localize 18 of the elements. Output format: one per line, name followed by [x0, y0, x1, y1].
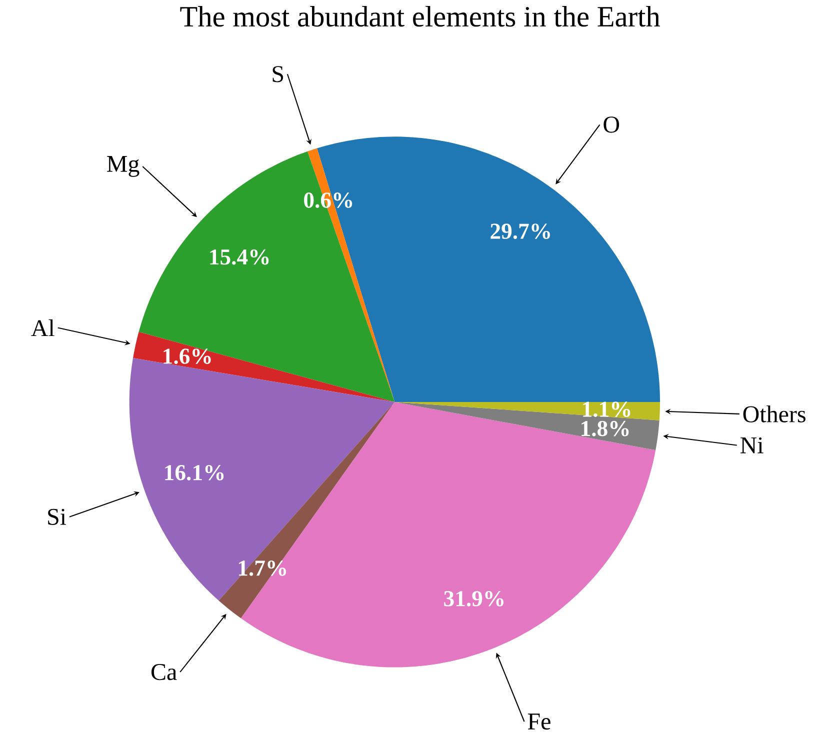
slice-label: S: [272, 66, 284, 82]
data-label: 1.1%: [583, 402, 630, 418]
slice-label: Others: [743, 405, 806, 422]
data-label: 1.6%: [164, 348, 211, 364]
slice-label: Mg: [107, 156, 140, 177]
chart-title: The most abundant elements in the Earth: [180, 6, 660, 27]
slice-label: Si: [48, 508, 66, 525]
data-label: 31.9%: [444, 591, 504, 606]
data-label: 15.4%: [210, 249, 269, 265]
slice-label: Al: [31, 319, 54, 336]
data-label: 16.1%: [165, 464, 224, 480]
data-label: 1.8%: [582, 420, 629, 436]
slice-label: Fe: [528, 714, 550, 730]
slice-label: O: [604, 116, 620, 133]
slice-label: Ni: [740, 437, 764, 454]
slice-label: Ca: [151, 664, 177, 680]
data-label: 0.6%: [304, 192, 352, 208]
data-label: 29.7%: [490, 224, 550, 240]
